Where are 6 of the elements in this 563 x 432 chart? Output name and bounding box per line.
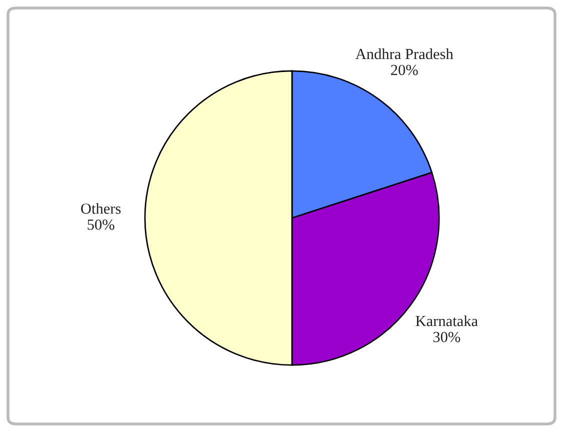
slice-label: Andhra Pradesh bbox=[356, 48, 454, 60]
data-label: 30% bbox=[433, 332, 460, 342]
data-label: 20% bbox=[391, 64, 418, 76]
slice-label: Karnataka bbox=[416, 315, 478, 326]
data-label: 50% bbox=[88, 220, 114, 230]
slice-label: Others bbox=[81, 203, 121, 214]
